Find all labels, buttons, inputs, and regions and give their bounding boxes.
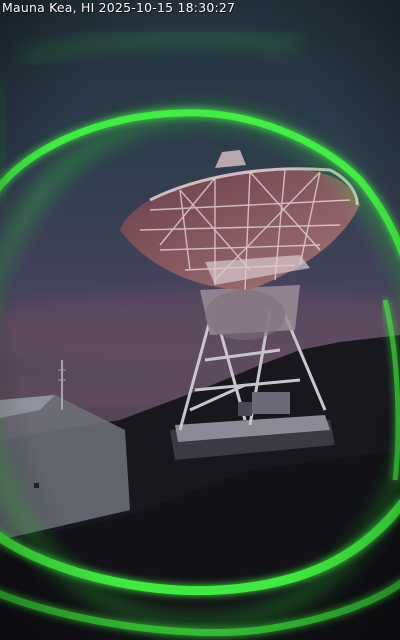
timestamp-overlay: Mauna Kea, HI 2025-10-15 18:30:27 [2, 0, 236, 15]
